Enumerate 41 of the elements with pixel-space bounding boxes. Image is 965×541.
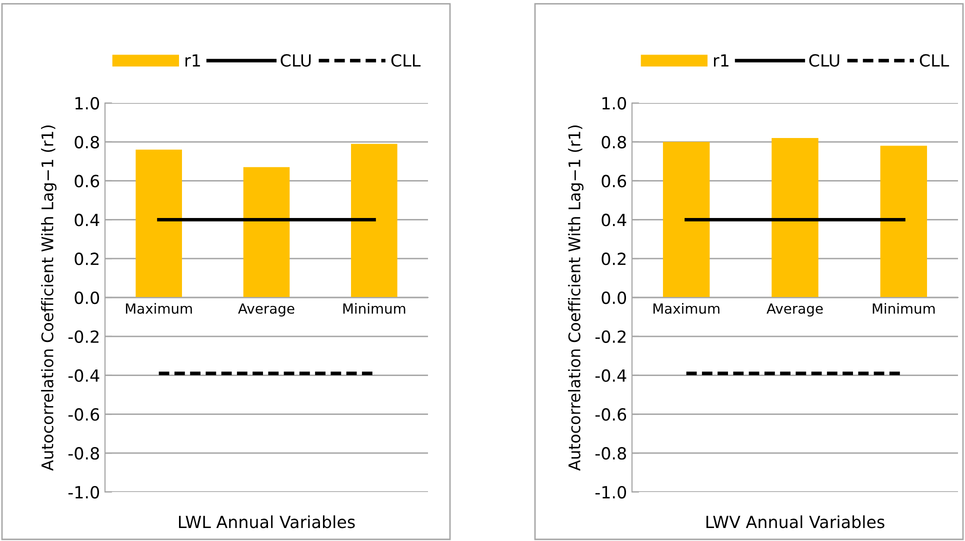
bar — [243, 167, 290, 298]
y-tick-label: -0.4 — [595, 369, 626, 382]
y-tick-label: -0.4 — [68, 369, 100, 382]
x-tick-label: Maximum — [126, 303, 192, 314]
legend-label: CLL — [391, 54, 421, 67]
y-tick-label: 1.0 — [602, 96, 626, 110]
y-tick-label: 0.2 — [602, 252, 626, 266]
x-tick-label: Average — [766, 303, 823, 316]
y-tick-label: 0.8 — [74, 136, 99, 148]
legend-label: CLL — [920, 54, 950, 67]
y-tick-label: -0.8 — [595, 447, 626, 460]
legend-label: CLU — [809, 54, 840, 67]
y-tick-label: -0.8 — [68, 447, 99, 460]
x-axis-title: LWL Annual Variables — [179, 515, 355, 528]
y-tick-label: 0.6 — [74, 174, 100, 188]
x-axis-title: LWV Annual Variables — [706, 515, 884, 528]
y-tick-label: 0.8 — [602, 136, 626, 148]
y-tick-label: -0.2 — [68, 330, 98, 343]
y-tick-label: 0.0 — [74, 291, 100, 304]
bar — [351, 144, 398, 298]
x-tick-label: Minimum — [343, 303, 406, 314]
y-tick-label: 0.4 — [602, 214, 626, 226]
y-axis-title: Autocorrelation Coefficient With Lag−1 (r1) — [568, 125, 584, 471]
x-tick-label: Maximum — [653, 303, 720, 314]
y-tick-label: 0.6 — [602, 174, 626, 188]
bar — [136, 150, 182, 298]
y-tick-label: 1.0 — [75, 96, 100, 110]
y-tick-label: 0.0 — [602, 291, 626, 304]
y-tick-label: -1.0 — [68, 486, 100, 499]
y-tick-label: -1.0 — [595, 486, 626, 499]
legend-label: r1 — [186, 54, 200, 66]
x-tick-label: Average — [238, 303, 294, 316]
y-tick-label: 0.4 — [74, 214, 100, 226]
legend-label: CLU — [280, 54, 311, 67]
y-tick-label: -0.6 — [68, 408, 100, 421]
x-tick-label: Minimum — [872, 303, 935, 314]
y-axis-title: Autocorrelation Coefficient With Lag−1 (r1) — [41, 125, 57, 471]
y-tick-label: 0.2 — [74, 252, 98, 266]
y-tick-label: -0.6 — [595, 408, 626, 421]
legend-label: r1 — [714, 54, 728, 66]
y-tick-label: -0.2 — [595, 330, 626, 343]
